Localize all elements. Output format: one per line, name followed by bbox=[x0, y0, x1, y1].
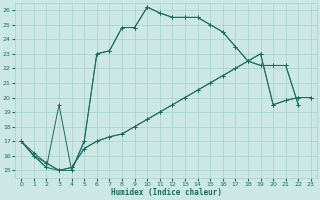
X-axis label: Humidex (Indice chaleur): Humidex (Indice chaleur) bbox=[111, 188, 221, 197]
